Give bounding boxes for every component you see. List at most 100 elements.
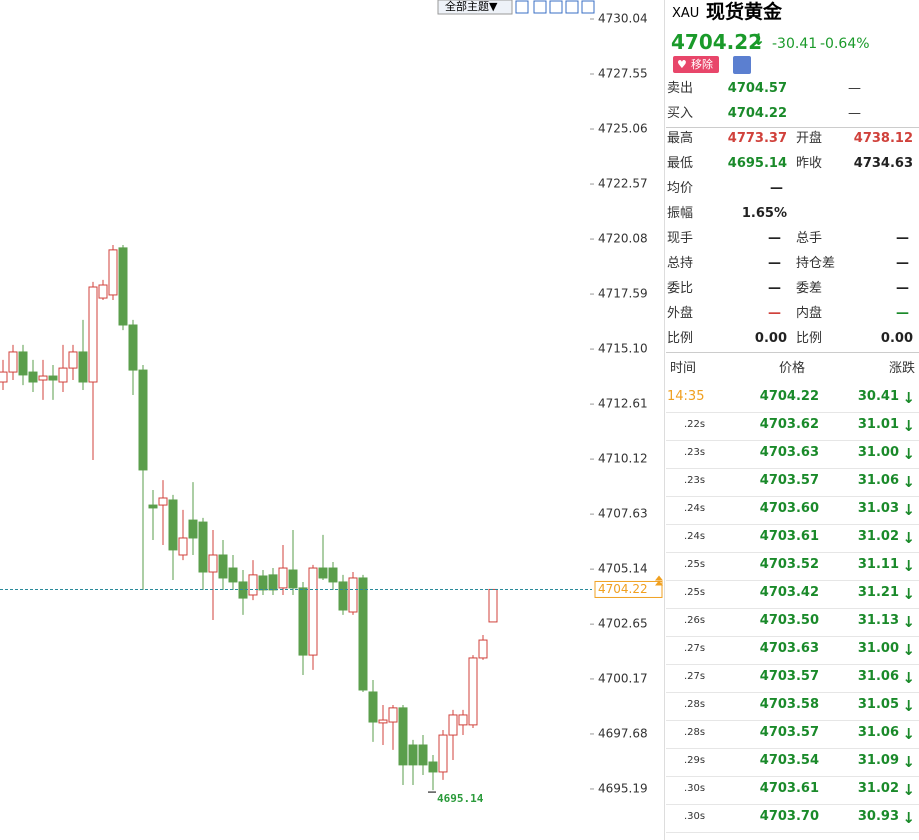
instrument-name: 现货黄金	[706, 1, 783, 23]
trade-change: 31.06	[857, 669, 899, 684]
candle-body	[48, 375, 58, 381]
separator	[666, 412, 919, 413]
trade-price: 4703.70	[759, 809, 819, 824]
down-arrow: ↓	[902, 585, 915, 603]
y-tick-label: 4705.14	[598, 562, 648, 576]
separator	[666, 832, 919, 833]
quote-panel: XAU 现货黄金 4704.22 ↓ -30.41 -0.64% ♥ 移除 卖出 4…	[666, 0, 919, 840]
candle-body	[228, 567, 238, 583]
y-tick-label: 4697.68	[598, 726, 648, 740]
trade-time: .23s	[684, 447, 706, 458]
quote-value: 4738.12	[853, 131, 913, 146]
quote-label: 最高	[667, 131, 694, 146]
separator	[666, 580, 919, 581]
candle-body	[218, 554, 228, 579]
separator	[666, 552, 919, 553]
trade-price: 4704.22	[759, 389, 819, 404]
theme-button-bg[interactable]	[437, 0, 513, 15]
y-tick-label: 4707.63	[598, 507, 648, 521]
theme-button[interactable]: 全部主题▼	[445, 0, 498, 13]
y-tick-label: 4715.10	[598, 342, 648, 356]
quote-extra: —	[848, 106, 861, 121]
quote-label: 振幅	[667, 206, 694, 221]
down-arrow: ↓	[902, 501, 915, 519]
candle-body	[28, 371, 38, 383]
trade-price: 4703.57	[759, 725, 819, 740]
y-tick-label: 4717.59	[598, 287, 648, 301]
candle-body	[328, 567, 338, 583]
quote-value: 4704.22	[727, 106, 787, 121]
separator	[666, 352, 919, 353]
trade-change: 31.21	[857, 585, 899, 600]
candle-body	[118, 247, 128, 326]
candle-body	[248, 574, 258, 596]
candle-body	[438, 734, 448, 773]
down-arrow: ↓	[902, 781, 915, 799]
trade-change: 31.00	[857, 445, 899, 460]
down-arrow: ↓	[902, 613, 915, 631]
candle-body	[358, 577, 368, 691]
remove-button[interactable]: ♥ 移除	[673, 56, 719, 73]
chart: 全部主题▼ 4730.04 4727.55 4725.06 4722.57 4720.0…	[0, 0, 665, 840]
change-pct: -0.64%	[820, 36, 870, 52]
trades-header: 时间	[670, 361, 697, 376]
quote-label: 比例	[796, 331, 823, 346]
candle-body	[448, 714, 458, 736]
trade-time: .27s	[684, 643, 706, 654]
down-arrow: ↓	[902, 725, 915, 743]
down-arrow: ↓	[902, 529, 915, 547]
candle-body	[418, 744, 428, 766]
trade-price: 4703.61	[759, 529, 819, 544]
separator	[666, 440, 919, 441]
alert-button[interactable]	[733, 56, 751, 74]
down-arrow: ↓	[902, 557, 915, 575]
separator	[666, 664, 919, 665]
candle-body	[188, 519, 198, 539]
candle-body	[338, 581, 348, 611]
trade-change: 31.02	[857, 529, 899, 544]
candle-body	[368, 691, 378, 723]
candle-body	[78, 351, 88, 383]
quote-label: 外盘	[667, 306, 694, 321]
trade-price: 4703.61	[759, 781, 819, 796]
symbol: XAU	[672, 6, 700, 21]
last-price-box	[594, 580, 663, 598]
down-arrow: ↓	[902, 809, 915, 827]
candle-body	[98, 284, 108, 299]
quote-label: 比例	[667, 331, 694, 346]
quote-value: —	[770, 181, 783, 196]
quote-value: —	[768, 306, 781, 321]
y-tick-label: 4727.55	[598, 67, 648, 81]
quote-label: 委比	[667, 281, 694, 296]
trade-price: 4703.58	[759, 697, 819, 712]
candle-body	[58, 367, 68, 383]
y-tick-label: 4710.12	[598, 452, 648, 466]
candle-body	[198, 521, 208, 573]
down-arrow: ↓	[902, 473, 915, 491]
quote-label: 最低	[667, 156, 694, 171]
toolbar-icons[interactable]	[515, 0, 595, 14]
down-arrow: ↓	[902, 389, 915, 407]
y-tick-label: 4725.06	[598, 122, 648, 136]
candle-body	[488, 588, 498, 623]
quote-value: —	[768, 256, 781, 271]
trade-time: .25s	[684, 559, 706, 570]
candle-body	[318, 567, 328, 579]
quote-label: 开盘	[796, 131, 823, 146]
candle-body	[18, 351, 28, 376]
candle-body	[408, 744, 418, 766]
trade-price: 4703.60	[759, 501, 819, 516]
candle-body	[258, 575, 268, 591]
trade-price: 4703.57	[759, 669, 819, 684]
trade-price: 4703.62	[759, 417, 819, 432]
quote-value: 0.00	[754, 331, 787, 346]
quote-label: 委差	[796, 281, 823, 296]
candle-body	[88, 286, 98, 383]
quote-label: 总手	[796, 231, 823, 246]
trade-change: 31.05	[857, 697, 899, 712]
candle-body	[138, 369, 148, 471]
candle-body	[238, 581, 248, 599]
candle-body	[478, 639, 488, 659]
candle-body	[308, 567, 318, 656]
remove-label[interactable]: 移除	[691, 58, 713, 71]
